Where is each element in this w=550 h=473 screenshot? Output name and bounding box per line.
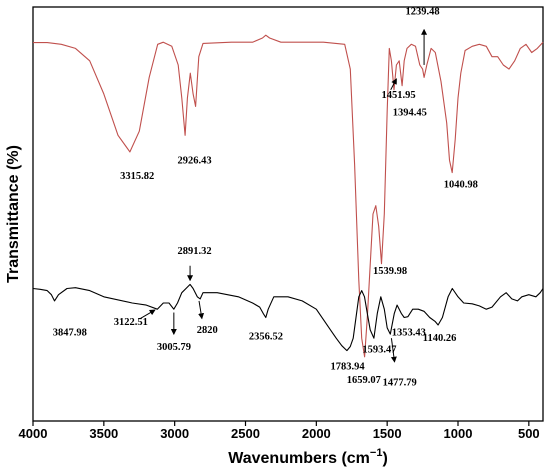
x-tick-label: 2000	[302, 426, 331, 441]
x-axis-title-close: )	[382, 450, 387, 467]
x-tick-label: 2500	[231, 426, 260, 441]
peak-label: 1394.45	[393, 107, 427, 118]
peak-label: 3122.51	[114, 317, 148, 328]
x-tick-label: 1000	[444, 426, 473, 441]
annotation-arrow	[140, 309, 156, 319]
x-tick-label: 500	[518, 426, 540, 441]
peak-label: 1353.43	[392, 327, 426, 338]
peak-label: 3315.82	[120, 171, 154, 182]
x-tick-label: 3000	[160, 426, 189, 441]
annotation-arrow	[390, 78, 397, 91]
annotation-layer: 3315.82 2926.43 1659.07 1539.98 1451.95 1394.…	[53, 6, 478, 388]
y-axis-title: Transmittance (%)	[5, 145, 22, 283]
peak-label: 1451.95	[381, 90, 415, 101]
plot-frame	[32, 6, 544, 422]
peak-label: 1239.48	[406, 6, 440, 17]
x-tick-label: 4000	[19, 426, 48, 441]
x-axis-title-superscript: −1	[370, 447, 383, 459]
peak-label: 1477.79	[383, 377, 417, 388]
annotation-arrow	[198, 300, 205, 320]
series-layer	[32, 34, 544, 358]
peak-label: 1040.98	[444, 180, 478, 191]
peak-label: 1659.07	[347, 375, 381, 386]
annotation-arrow	[390, 338, 397, 363]
peak-label: 2891.32	[177, 246, 211, 257]
x-axis-ticks: 4000 3500 3000 2500 2000 1500 1000 500	[19, 421, 540, 441]
x-axis-title-main: Wavenumbers (cm	[228, 450, 370, 467]
x-tick-label: 3500	[89, 426, 118, 441]
x-tick-label: 1500	[373, 426, 402, 441]
x-axis-title: Wavenumbers (cm−1)	[228, 447, 388, 467]
series-line-2	[32, 283, 544, 352]
peak-label: 2820	[197, 325, 218, 336]
peak-label: 1140.26	[423, 333, 457, 344]
peak-label: 1593.47	[362, 345, 396, 356]
peak-label: 1783.94	[330, 362, 365, 373]
peak-label: 1539.98	[373, 266, 407, 277]
peak-label: 2356.52	[249, 331, 283, 342]
peak-label: 3005.79	[157, 342, 191, 353]
series-line-1	[33, 34, 544, 358]
peak-label: 2926.43	[177, 155, 211, 166]
peak-label: 3847.98	[53, 328, 87, 339]
